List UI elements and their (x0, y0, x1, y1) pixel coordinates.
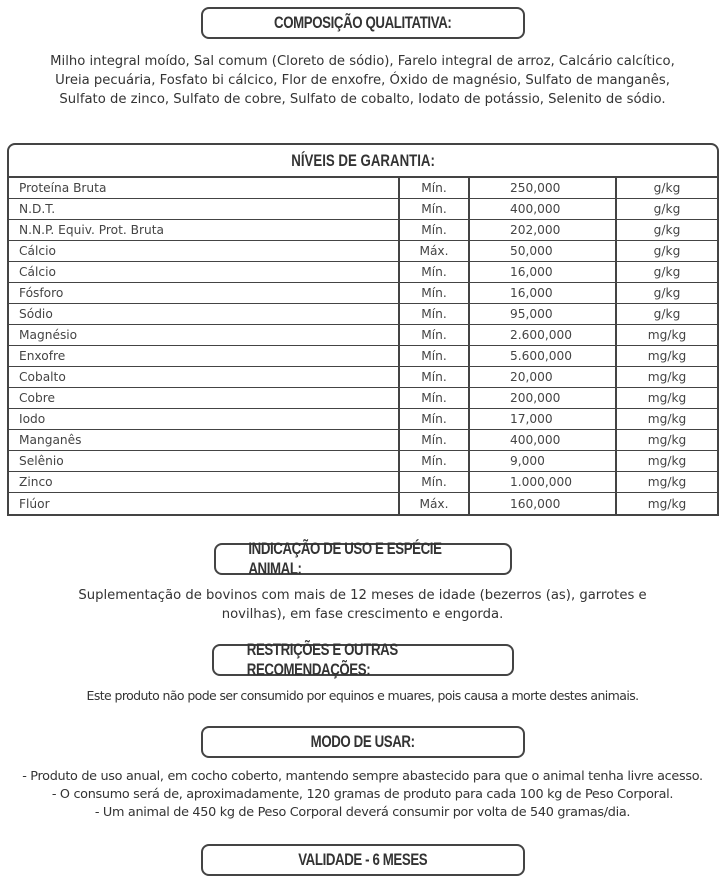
limit-type-cell: Máx. (400, 241, 470, 261)
unit-cell: mg/kg (647, 454, 687, 468)
limit-type-cell: Mín. (400, 346, 470, 366)
value-cell: 200,000 (470, 388, 617, 408)
indicacao-text: Suplementação de bovinos com mais de 12 … (78, 588, 647, 622)
limit-type-cell: Máx. (400, 493, 470, 514)
restricoes-header: RESTRIÇÕES E OUTRAS RECOMENDAÇÕES: (211, 640, 514, 679)
nutrient-cell: Iodo (9, 409, 400, 429)
nutrient-cell: N.N.P. Equiv. Prot. Bruta (9, 220, 400, 240)
modo-header: MODO DE USAR: (200, 726, 525, 758)
table-row: Iodo Mín. 17,000 mg/kg (9, 409, 717, 430)
unit-cell: mg/kg (647, 328, 687, 342)
value-cell: 16,000 (470, 262, 617, 282)
limit-type-cell: Mín. (400, 409, 470, 429)
table-row: N.D.T. Mín. 400,000 g/kg (9, 199, 717, 220)
nutrient-cell: N.D.T. (9, 199, 400, 219)
value-cell: 202,000 (470, 220, 617, 240)
restricoes-text: Este produto não pode ser consumido por … (86, 688, 640, 703)
nutrient-cell: Magnésio (9, 325, 400, 345)
table-row: Zinco Mín. 1.000,000 mg/kg (9, 472, 717, 493)
nutrient-cell: Zinco (9, 472, 400, 492)
unit-cell: g/kg (653, 223, 681, 237)
limit-type-cell: Mín. (400, 472, 470, 492)
table-row: Magnésio Mín. 2.600,000 mg/kg (9, 325, 717, 346)
validade-header: VALIDADE - 6 MESES (200, 844, 525, 876)
value-cell: 250,000 (470, 178, 617, 198)
unit-cell: g/kg (653, 244, 681, 258)
limit-type-cell: Mín. (400, 262, 470, 282)
nutrient-cell: Manganês (9, 430, 400, 450)
limit-type-cell: Mín. (400, 199, 470, 219)
nutrient-cell: Enxofre (9, 346, 400, 366)
value-cell: 160,000 (470, 493, 617, 514)
composicao-header: COMPOSIÇÃO QUALITATIVA: (200, 7, 525, 39)
unit-cell: g/kg (653, 181, 681, 195)
value-cell: 50,000 (470, 241, 617, 261)
limit-type-cell: Mín. (400, 388, 470, 408)
value-cell: 16,000 (470, 283, 617, 303)
table-row: Manganês Mín. 400,000 mg/kg (9, 430, 717, 451)
niveis-header: NÍVEIS DE GARANTIA: (9, 145, 717, 178)
composicao-text: Milho integral moído, Sal comum (Cloreto… (50, 54, 675, 107)
limit-type-cell: Mín. (400, 220, 470, 240)
value-cell: 5.600,000 (470, 346, 617, 366)
unit-cell: mg/kg (647, 433, 687, 447)
table-row: Cálcio Mín. 16,000 g/kg (9, 262, 717, 283)
nutrient-cell: Cálcio (9, 262, 400, 282)
table-row: N.N.P. Equiv. Prot. Bruta Mín. 202,000 g/kg (9, 220, 717, 241)
limit-type-cell: Mín. (400, 430, 470, 450)
table-row: Selênio Mín. 9,000 mg/kg (9, 451, 717, 472)
value-cell: 1.000,000 (470, 472, 617, 492)
nutrient-cell: Selênio (9, 451, 400, 471)
unit-cell: g/kg (653, 202, 681, 216)
indicacao-header: INDICAÇÃO DE USO E ESPÉCIE ANIMAL: (213, 539, 512, 578)
unit-cell: g/kg (653, 265, 681, 279)
nutrient-cell: Cobre (9, 388, 400, 408)
value-cell: 400,000 (470, 199, 617, 219)
nutrient-cell: Proteína Bruta (9, 178, 400, 198)
limit-type-cell: Mín. (400, 367, 470, 387)
unit-cell: g/kg (653, 286, 681, 300)
value-cell: 2.600,000 (470, 325, 617, 345)
table-row: Cálcio Máx. 50,000 g/kg (9, 241, 717, 262)
limit-type-cell: Mín. (400, 304, 470, 324)
table-row: Enxofre Mín. 5.600,000 mg/kg (9, 346, 717, 367)
unit-cell: mg/kg (647, 349, 687, 363)
unit-cell: mg/kg (647, 496, 687, 511)
table-row: Sódio Mín. 95,000 g/kg (9, 304, 717, 325)
nutrient-cell: Sódio (9, 304, 400, 324)
table-row: Flúor Máx. 160,000 mg/kg (9, 493, 717, 514)
table-row: Cobalto Mín. 20,000 mg/kg (9, 367, 717, 388)
value-cell: 95,000 (470, 304, 617, 324)
unit-cell: mg/kg (647, 412, 687, 426)
modo-text: - Produto de uso anual, em cocho coberto… (22, 769, 703, 820)
table-row: Proteína Bruta Mín. 250,000 g/kg (9, 178, 717, 199)
table-row: Cobre Mín. 200,000 mg/kg (9, 388, 717, 409)
unit-cell: g/kg (653, 307, 681, 321)
unit-cell: mg/kg (647, 370, 687, 384)
value-cell: 17,000 (470, 409, 617, 429)
value-cell: 20,000 (470, 367, 617, 387)
value-cell: 400,000 (470, 430, 617, 450)
nutrient-cell: Cobalto (9, 367, 400, 387)
limit-type-cell: Mín. (400, 283, 470, 303)
nutrient-cell: Flúor (9, 493, 400, 514)
table-row: Fósforo Mín. 16,000 g/kg (9, 283, 717, 304)
limit-type-cell: Mín. (400, 451, 470, 471)
limit-type-cell: Mín. (400, 178, 470, 198)
value-cell: 9,000 (470, 451, 617, 471)
unit-cell: mg/kg (647, 475, 687, 489)
nutrient-cell: Fósforo (9, 283, 400, 303)
unit-cell: mg/kg (647, 391, 687, 405)
nutrient-cell: Cálcio (9, 241, 400, 261)
niveis-table: NÍVEIS DE GARANTIA: Proteína Bruta Mín. 25… (7, 143, 719, 516)
limit-type-cell: Mín. (400, 325, 470, 345)
